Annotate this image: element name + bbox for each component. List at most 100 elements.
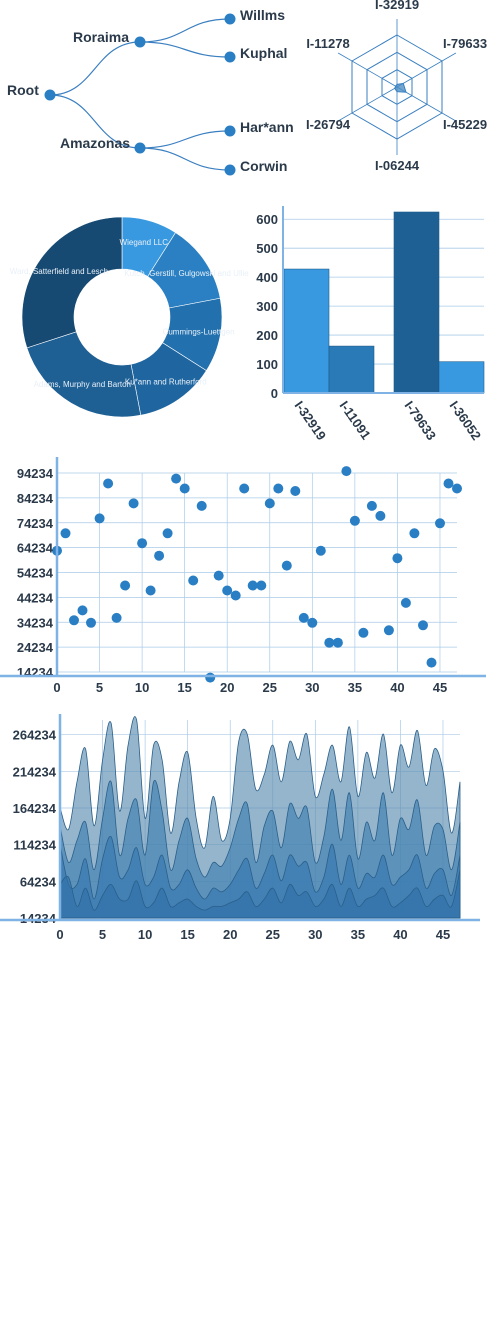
scatter-point[interactable] — [60, 528, 71, 539]
scatter-point[interactable] — [222, 585, 233, 596]
scatter-point[interactable] — [273, 483, 284, 494]
scatter-point[interactable] — [400, 597, 411, 608]
scatter-x-tick-label: 45 — [433, 680, 447, 695]
scatter-point[interactable] — [94, 513, 105, 524]
bar-y-tick-label: 100 — [256, 357, 278, 372]
area-x-tick-label: 0 — [56, 927, 63, 942]
scatter-point[interactable] — [77, 605, 88, 616]
bar-x-tick-label: I-11091 — [337, 398, 374, 442]
donut-slice-label: Cummings-Luettgen — [163, 328, 235, 337]
scatter-point[interactable] — [264, 498, 275, 509]
tree-label-leaf: Corwin — [240, 158, 287, 174]
scatter-point[interactable] — [375, 510, 386, 521]
scatter-point[interactable] — [230, 590, 241, 601]
donut-slice[interactable] — [21, 216, 123, 349]
scatter-x-tick-label: 0 — [53, 680, 60, 695]
scatter-point[interactable] — [281, 560, 292, 571]
scatter-point[interactable] — [298, 612, 309, 623]
scatter-point[interactable] — [358, 627, 369, 638]
bar[interactable] — [438, 361, 485, 394]
scatter-y-tick-label: 14234 — [17, 665, 54, 680]
radar-spoke — [396, 86, 457, 122]
scatter-point[interactable] — [213, 570, 224, 581]
scatter-point[interactable] — [120, 580, 131, 591]
tree-node[interactable] — [134, 36, 146, 48]
scatter-point[interactable] — [452, 483, 462, 494]
scatter-point[interactable] — [171, 473, 182, 484]
radar-series — [394, 82, 407, 93]
scatter-point[interactable] — [426, 657, 437, 668]
bar[interactable] — [328, 345, 375, 394]
area-x-tick-label: 10 — [138, 927, 152, 942]
scatter-points — [52, 466, 462, 683]
scatter-point[interactable] — [188, 575, 199, 586]
scatter-point[interactable] — [137, 538, 148, 549]
tree-links — [49, 18, 231, 171]
scatter-point[interactable] — [341, 466, 352, 477]
area-x-tick-label: 30 — [308, 927, 322, 942]
donut-slice[interactable] — [26, 331, 142, 418]
radar-axis-label: I-06244 — [375, 158, 420, 173]
radar-axis-label: I-79633 — [443, 36, 487, 51]
scatter-point[interactable] — [239, 483, 250, 494]
scatter-point[interactable] — [349, 515, 360, 526]
tree-node-leaf[interactable] — [224, 13, 236, 25]
area-y-tick-label: 214234 — [13, 764, 57, 779]
scatter-point[interactable] — [256, 580, 267, 591]
donut-slice-label: Adams, Murphy and Barton — [34, 380, 131, 389]
radar-axis-label: I-11278 — [306, 36, 349, 51]
bar[interactable] — [283, 268, 330, 394]
tree-link — [139, 41, 231, 58]
scatter-point[interactable] — [179, 483, 190, 494]
scatter-point[interactable] — [103, 478, 114, 489]
scatter-point[interactable] — [383, 625, 394, 636]
scatter-point[interactable] — [392, 553, 403, 564]
bar-y-tick-label: 200 — [256, 328, 278, 343]
scatter-point[interactable] — [409, 528, 420, 539]
bar-marks — [283, 211, 485, 394]
scatter-x-tick-label: 40 — [390, 680, 404, 695]
tree-node-root[interactable] — [44, 89, 56, 101]
scatter-point[interactable] — [332, 637, 343, 648]
scatter-x-tick-label: 20 — [220, 680, 234, 695]
scatter-point[interactable] — [145, 585, 156, 596]
tree-node-leaf[interactable] — [224, 125, 236, 137]
scatter-point[interactable] — [69, 615, 79, 626]
scatter-point[interactable] — [435, 518, 445, 529]
donut-slice-label: Ward, Satterfield and Lesch — [10, 267, 108, 276]
area-y-tick-label: 64234 — [20, 874, 57, 889]
radar-area[interactable] — [394, 82, 407, 93]
tree-node-leaf[interactable] — [224, 51, 236, 63]
donut-slice-label: Ku*ann and Rutherford — [125, 378, 207, 387]
scatter-point[interactable] — [290, 486, 301, 496]
area-x-tick-label: 45 — [436, 927, 450, 942]
tree-link — [139, 147, 231, 171]
scatter-point[interactable] — [315, 545, 326, 556]
scatter-point[interactable] — [128, 498, 139, 509]
area-y-tick-label: 264234 — [13, 728, 57, 743]
scatter-point[interactable] — [205, 672, 216, 683]
scatter-point[interactable] — [366, 500, 377, 511]
tree-node-leaf[interactable] — [224, 164, 236, 176]
scatter-chart: 14234 24234 34234 44234 54234 64234 74234 84234… — [0, 457, 486, 695]
scatter-y-tick-label: 74234 — [17, 516, 54, 531]
scatter-point[interactable] — [324, 637, 335, 648]
scatter-point[interactable] — [307, 617, 318, 628]
scatter-x-tick-label: 30 — [305, 680, 319, 695]
tree-node[interactable] — [134, 142, 146, 154]
scatter-point[interactable] — [247, 580, 258, 591]
scatter-point[interactable] — [111, 612, 122, 623]
scatter-point[interactable] — [196, 500, 207, 511]
scatter-point[interactable] — [162, 528, 173, 539]
area-series-fill[interactable] — [59, 869, 461, 919]
scatter-point[interactable] — [86, 617, 96, 628]
scatter-point[interactable] — [443, 478, 454, 489]
scatter-point[interactable] — [418, 620, 428, 631]
area-y-tick-label: 164234 — [13, 801, 57, 816]
area-chart: 14234 64234 114234 164234 214234 264234 0 5 10 15… — [0, 714, 480, 942]
tree-label: Roraima — [73, 29, 129, 45]
scatter-x-tick-label: 5 — [96, 680, 103, 695]
area-y-tick-label: 14234 — [20, 911, 57, 926]
bar[interactable] — [393, 211, 440, 394]
scatter-point[interactable] — [154, 550, 165, 561]
